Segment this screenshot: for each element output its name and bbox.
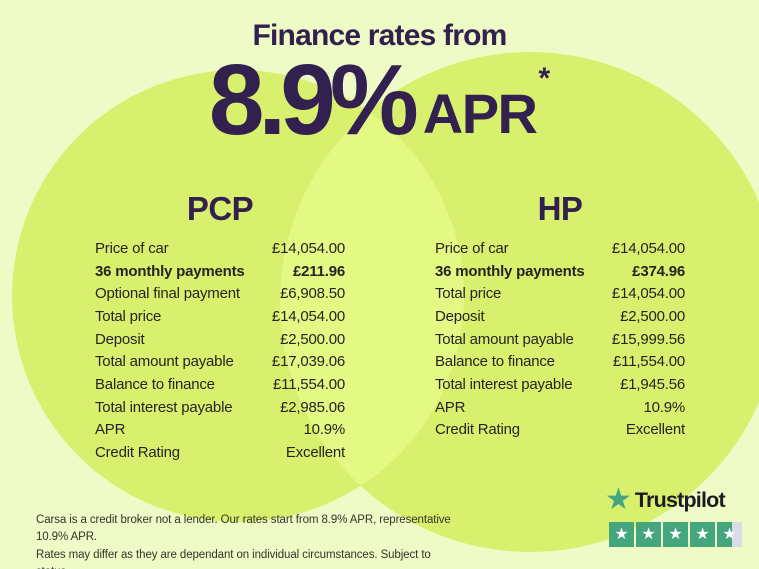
hp-table: HP Price of car £14,054.00 36 monthly pa… [435, 192, 685, 441]
table-row: Deposit £2,500.00 [95, 328, 345, 351]
row-label: 36 monthly payments [95, 262, 245, 280]
row-value: £11,554.00 [613, 353, 685, 371]
disclaimer-line-2: Rates may differ as they are dependant o… [36, 548, 431, 569]
star-box-full-icon: ★ [636, 522, 661, 547]
row-value: £2,500.00 [280, 330, 345, 348]
row-label: APR [95, 421, 126, 439]
table-row: Total price £14,054.00 [95, 305, 345, 328]
table-row: Total amount payable £15,999.56 [435, 328, 685, 351]
table-row: APR 10.9% [435, 396, 685, 419]
row-value: £15,999.56 [611, 330, 685, 348]
table-row: Balance to finance £11,554.00 [95, 373, 345, 396]
row-label: Balance to finance [95, 375, 215, 393]
row-value: Excellent [285, 444, 345, 462]
rate-asterisk: * [538, 62, 551, 95]
row-label: Deposit [95, 330, 145, 348]
row-label: Total amount payable [95, 353, 234, 371]
row-label: Total interest payable [95, 398, 233, 416]
row-label: 36 monthly payments [435, 262, 585, 280]
star-box-full-icon: ★ [609, 522, 634, 547]
headline-rate: 8.9% APR * [0, 50, 759, 150]
rate-value: 8.9% [208, 44, 419, 156]
table-row: 36 monthly payments £211.96 [95, 260, 345, 283]
row-value: £14,054.00 [271, 307, 345, 325]
row-label: Price of car [95, 239, 169, 257]
row-value: Excellent [625, 421, 685, 439]
table-row: Price of car £14,054.00 [435, 237, 685, 260]
row-label: Price of car [435, 239, 509, 257]
row-label: Optional final payment [95, 285, 240, 303]
table-row: Total price £14,054.00 [435, 282, 685, 305]
legal-disclaimer: Carsa is a credit broker not a lender. O… [36, 512, 456, 569]
rate-apr-label: APR [422, 82, 538, 145]
row-label: Deposit [435, 307, 485, 325]
pcp-table: PCP Price of car £14,054.00 36 monthly p… [95, 192, 345, 464]
row-value: £211.96 [293, 262, 345, 280]
row-value: £14,054.00 [611, 285, 685, 303]
table-row: Total amount payable £17,039.06 [95, 350, 345, 373]
table-row: APR 10.9% [95, 419, 345, 442]
row-label: Total interest payable [435, 375, 573, 393]
row-value: 10.9% [303, 421, 345, 439]
row-value: £17,039.06 [271, 353, 345, 371]
star-box-full-icon: ★ [663, 522, 688, 547]
row-label: Total amount payable [435, 330, 574, 348]
row-label: Balance to finance [435, 353, 555, 371]
trustpilot-wordmark: Trustpilot [634, 487, 726, 512]
row-value: 10.9% [643, 398, 685, 416]
row-label: Total price [435, 285, 502, 303]
trustpilot-logo: ★ Trustpilot [605, 485, 742, 515]
row-value: £2,985.06 [280, 398, 345, 416]
trustpilot-rating-stars: ★ ★ ★ ★ ★ [609, 522, 742, 547]
page-title: Finance rates from [252, 19, 507, 52]
trustpilot-star-icon: ★ [605, 483, 632, 516]
table-row: Total interest payable £2,985.06 [95, 396, 345, 419]
star-box-full-icon: ★ [690, 522, 715, 547]
row-value: £2,500.00 [620, 307, 685, 325]
trustpilot-badge[interactable]: ★ Trustpilot ★ ★ ★ ★ ★ [605, 485, 742, 547]
row-label: Total price [95, 307, 162, 325]
table-row: Deposit £2,500.00 [435, 305, 685, 328]
row-label: APR [435, 398, 466, 416]
table-row: Credit Rating Excellent [95, 441, 345, 464]
row-value: £374.96 [632, 262, 685, 280]
row-value: £14,054.00 [271, 239, 345, 257]
pcp-table-title: PCP [186, 190, 254, 227]
table-row: Optional final payment £6,908.50 [95, 282, 345, 305]
row-value: £11,554.00 [273, 375, 345, 393]
table-row: Total interest payable £1,945.56 [435, 373, 685, 396]
disclaimer-line-1: Carsa is a credit broker not a lender. O… [36, 514, 451, 544]
row-label: Credit Rating [435, 421, 520, 439]
table-row: Credit Rating Excellent [435, 419, 685, 442]
table-row: 36 monthly payments £374.96 [435, 260, 685, 283]
row-label: Credit Rating [95, 444, 180, 462]
table-row: Balance to finance £11,554.00 [435, 350, 685, 373]
row-value: £1,945.56 [620, 375, 685, 393]
row-value: £14,054.00 [611, 239, 685, 257]
star-box-half-icon: ★ [717, 522, 742, 547]
table-row: Price of car £14,054.00 [95, 237, 345, 260]
hp-table-title: HP [537, 190, 583, 227]
row-value: £6,908.50 [280, 285, 345, 303]
